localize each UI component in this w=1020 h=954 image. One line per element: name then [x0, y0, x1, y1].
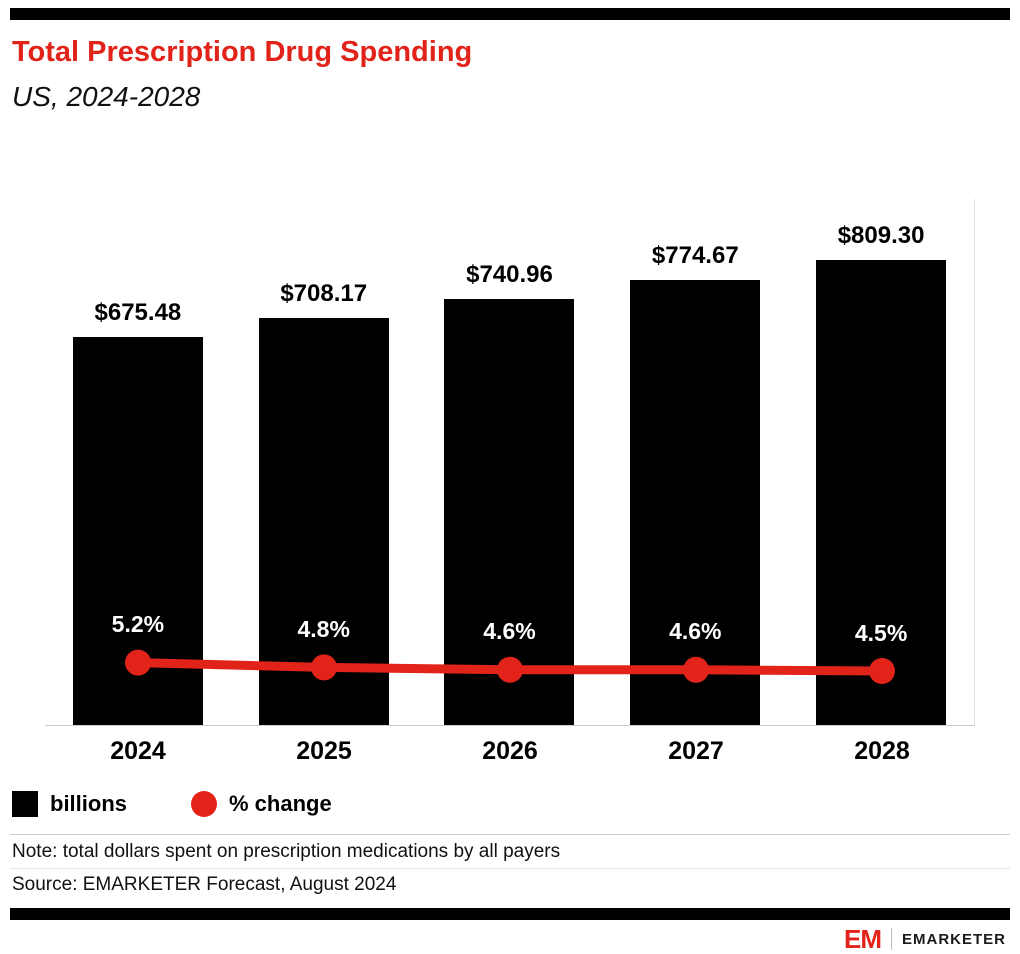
bar-value-label-2028: $809.30: [837, 221, 925, 249]
legend-label-pct-change: % change: [229, 791, 332, 816]
pct-change-swatch-icon: [191, 791, 217, 817]
footnote-block: Note: total dollars spent on prescriptio…: [10, 834, 1010, 902]
pct-label-2025: 4.8%: [297, 616, 350, 643]
chart-title: Total Prescription Drug Spending: [12, 35, 473, 68]
pct-label-2028: 4.5%: [854, 619, 908, 646]
pct-point-2024: [125, 649, 151, 676]
pct-point-2027: [683, 656, 709, 683]
pct-change-line: [125, 649, 895, 684]
x-axis-label-2024: 2024: [110, 737, 166, 766]
bar-value-label-2026: $740.96: [466, 260, 553, 288]
legend-item-billions: billions: [12, 791, 127, 817]
source-text: Source: EMARKETER Forecast, August 2024: [10, 868, 1010, 902]
chart-plot-area: $675.48 5.2% $708.17 4.8% $740.96 4.6% $774.67…: [45, 198, 975, 726]
x-axis-label-2025: 2025: [296, 737, 352, 766]
bar-2027: [630, 279, 761, 725]
bottom-rule-bar: [10, 908, 1010, 920]
chart-column-2025: $708.17 4.8%: [231, 199, 417, 725]
chart-wrap: $675.48 5.2% $708.17 4.8% $740.96 4.6% $774.67…: [10, 198, 1010, 778]
legend-item-pct-change: % change: [191, 791, 332, 817]
chart-header: Total Prescription Drug Spending US, 202…: [0, 20, 1020, 114]
pct-point-2025: [311, 654, 337, 681]
bar-value-label-2024: $675.48: [94, 298, 182, 326]
bar-2028: [816, 259, 947, 725]
x-axis: 2024 2025 2026 2027 2028: [45, 726, 975, 778]
pct-point-2026: [497, 656, 523, 683]
pct-label-2026: 4.6%: [483, 618, 536, 645]
emarketer-logo-text: EMARKETER: [901, 930, 1006, 948]
billions-swatch-icon: [12, 791, 38, 817]
emarketer-logo-icon: EM: [843, 924, 882, 954]
pct-point-2028: [869, 657, 895, 684]
x-axis-label-2028: 2028: [854, 737, 910, 766]
chart-subtitle: US, 2024-2028: [12, 80, 201, 112]
footer: EM EMARKETER: [0, 920, 1020, 952]
legend-label-billions: billions: [50, 791, 127, 816]
chart-column-2026: $740.96 4.6%: [417, 199, 603, 725]
bar-2026: [444, 298, 575, 725]
logo-divider: [890, 928, 892, 950]
bar-value-label-2025: $708.17: [280, 279, 368, 307]
pct-label-2024: 5.2%: [111, 611, 165, 638]
x-axis-label-2026: 2026: [482, 737, 538, 766]
chart-column-2028: $809.30 4.5%: [788, 199, 974, 725]
bar-value-label-2027: $774.67: [651, 241, 739, 269]
chart-column-2027: $774.67 4.6%: [602, 199, 788, 725]
note-text: Note: total dollars spent on prescriptio…: [10, 834, 1010, 868]
x-axis-label-2027: 2027: [668, 737, 724, 766]
pct-label-2027: 4.6%: [669, 618, 722, 645]
chart-legend: billions % change: [12, 790, 1008, 819]
top-rule-bar: [10, 8, 1010, 20]
